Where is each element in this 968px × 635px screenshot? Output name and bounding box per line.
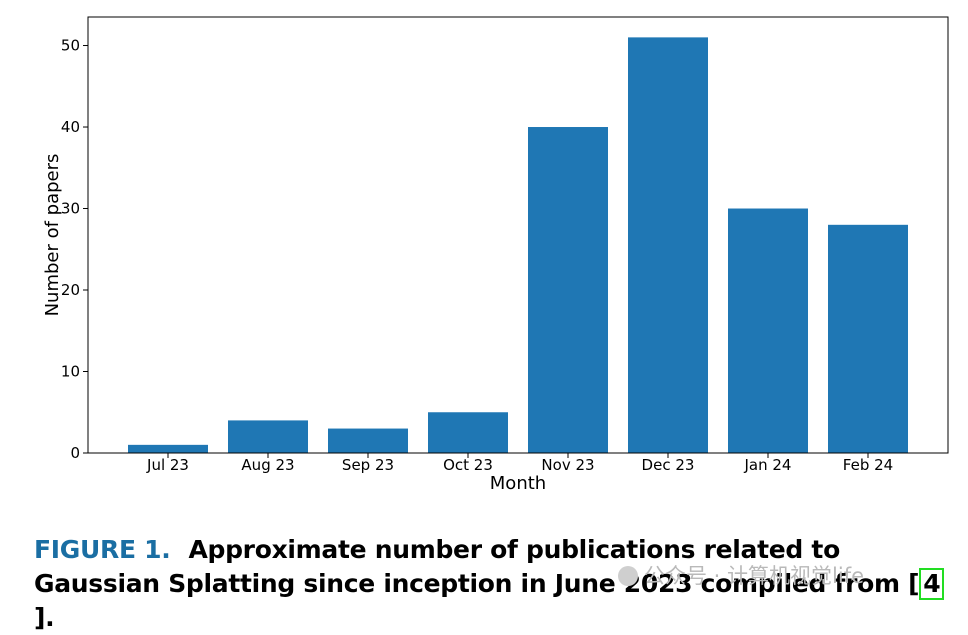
y-tick-label: 10	[61, 363, 80, 381]
y-tick-label: 0	[70, 444, 80, 462]
bar-aug-23	[228, 420, 308, 453]
bar-nov-23	[528, 127, 608, 454]
x-tick-label: Jul 23	[146, 456, 189, 474]
y-tick-label: 20	[61, 281, 80, 299]
x-axis-title: Month	[490, 473, 546, 494]
y-tick-label: 30	[61, 200, 80, 218]
y-axis-ticks: 0 10 20 30 40 50	[61, 37, 88, 462]
reference-link[interactable]: 4	[919, 568, 945, 600]
watermark-text: 公众号 · 计算机视觉life	[644, 564, 865, 588]
x-tick-label: Dec 23	[642, 456, 695, 474]
caption-text-end: ].	[34, 603, 55, 632]
bar-sep-23	[328, 428, 408, 453]
x-tick-label: Sep 23	[342, 456, 394, 474]
x-tick-label: Jan 24	[744, 456, 792, 474]
x-tick-label: Feb 24	[843, 456, 893, 474]
bars-group	[128, 37, 908, 454]
x-tick-label: Oct 23	[443, 456, 493, 474]
watermark: 公众号 · 计算机视觉life	[618, 560, 864, 590]
figure-caption: FIGURE 1. Approximate number of publicati…	[34, 533, 954, 635]
figure-label: FIGURE 1.	[34, 535, 171, 564]
bar-jan-24	[728, 208, 808, 453]
bar-dec-23	[628, 37, 708, 453]
bar-jul-23	[128, 444, 208, 453]
wechat-icon	[618, 566, 638, 586]
y-tick-label: 50	[61, 37, 80, 55]
bar-feb-24	[828, 224, 908, 453]
bar-oct-23	[428, 412, 508, 453]
plot-frame	[87, 16, 949, 454]
caption-text: Approximate number of publications relat…	[34, 535, 920, 598]
y-axis-title: Number of papers	[42, 154, 63, 317]
x-axis-ticks: Jul 23 Aug 23 Sep 23 Oct 23 Nov 23 Dec 23 Jan …	[146, 453, 893, 474]
y-tick-label: 40	[61, 118, 80, 136]
x-tick-label: Aug 23	[241, 456, 294, 474]
x-tick-label: Nov 23	[541, 456, 594, 474]
bar-chart: 0 10 20 30 40 50 Jul 23 Aug 23 Sep 23 Oct 23 Nov …	[42, 16, 949, 494]
